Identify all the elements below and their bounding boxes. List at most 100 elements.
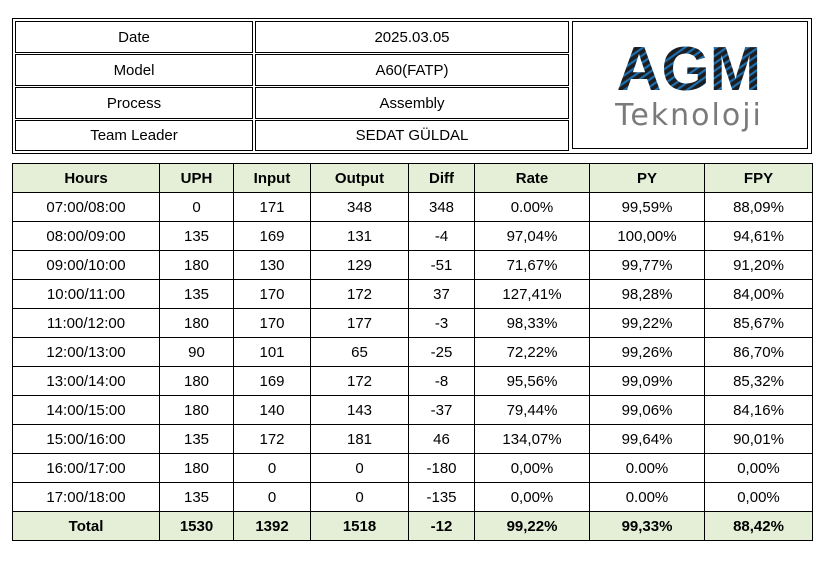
cell-rate: 134,07%	[474, 424, 590, 454]
cell-fpy: 86,70%	[704, 337, 813, 367]
cell-rate: 97,04%	[474, 221, 590, 251]
cell-output: 131	[310, 221, 409, 251]
cell-hours: 09:00/10:00	[12, 250, 160, 280]
cell-hours: 17:00/18:00	[12, 482, 160, 512]
cell-hours: 13:00/14:00	[12, 366, 160, 396]
cell-diff: 37	[408, 279, 475, 309]
cell-fpy: 91,20%	[704, 250, 813, 280]
column-header-output: Output	[310, 163, 409, 193]
company-logo-box: AGM Teknoloji	[572, 21, 808, 149]
cell-uph: 135	[159, 482, 234, 512]
cell-rate: 72,22%	[474, 337, 590, 367]
cell-fpy: 85,67%	[704, 308, 813, 338]
cell-uph: 180	[159, 250, 234, 280]
production-info-header: Date 2025.03.05 Model A60(FATP) Process …	[12, 18, 812, 154]
cell-hours: 15:00/16:00	[12, 424, 160, 454]
cell-fpy: 84,16%	[704, 395, 813, 425]
cell-uph: 180	[159, 453, 234, 483]
total-row: Total 1530 1392 1518 -12 99,22% 99,33% 88,42%	[12, 511, 813, 541]
cell-hours: 07:00/08:00	[12, 192, 160, 222]
cell-fpy: 84,00%	[704, 279, 813, 309]
cell-rate: 127,41%	[474, 279, 590, 309]
cell-input: 169	[233, 221, 311, 251]
total-fpy: 88,42%	[704, 511, 813, 541]
table-row: 16:00/17:00 180 0 0 -180 0,00% 0.00% 0,00%	[12, 453, 813, 483]
table-row: 10:00/11:00 135 170 172 37 127,41% 98,28% 84,00…	[12, 279, 813, 309]
total-py: 99,33%	[589, 511, 705, 541]
cell-output: 172	[310, 279, 409, 309]
table-row: 14:00/15:00 180 140 143 -37 79,44% 99,06% 84,16…	[12, 395, 813, 425]
cell-diff: -135	[408, 482, 475, 512]
cell-py: 99,26%	[589, 337, 705, 367]
cell-fpy: 0,00%	[704, 453, 813, 483]
cell-output: 348	[310, 192, 409, 222]
cell-uph: 180	[159, 395, 234, 425]
cell-diff: -51	[408, 250, 475, 280]
cell-fpy: 85,32%	[704, 366, 813, 396]
cell-uph: 135	[159, 279, 234, 309]
logo-mark: AGM	[617, 35, 762, 104]
cell-fpy: 90,01%	[704, 424, 813, 454]
process-label: Process	[15, 87, 253, 119]
total-input: 1392	[233, 511, 311, 541]
cell-diff: -3	[408, 308, 475, 338]
cell-output: 143	[310, 395, 409, 425]
cell-uph: 180	[159, 308, 234, 338]
column-header-uph: UPH	[159, 163, 234, 193]
cell-rate: 0,00%	[474, 482, 590, 512]
table-body: 07:00/08:00 0 171 348 348 0.00% 99,59% 88,09% 08…	[12, 192, 813, 541]
cell-diff: -8	[408, 366, 475, 396]
table-row: 08:00/09:00 135 169 131 -4 97,04% 100,00% 94,61…	[12, 221, 813, 251]
total-output: 1518	[310, 511, 409, 541]
cell-uph: 135	[159, 221, 234, 251]
column-header-rate: Rate	[474, 163, 590, 193]
cell-fpy: 94,61%	[704, 221, 813, 251]
cell-input: 171	[233, 192, 311, 222]
cell-diff: 46	[408, 424, 475, 454]
cell-hours: 16:00/17:00	[12, 453, 160, 483]
cell-hours: 10:00/11:00	[12, 279, 160, 309]
date-value: 2025.03.05	[255, 21, 569, 53]
cell-input: 169	[233, 366, 311, 396]
cell-diff: -4	[408, 221, 475, 251]
cell-py: 99,77%	[589, 250, 705, 280]
model-value: A60(FATP)	[255, 54, 569, 86]
cell-input: 130	[233, 250, 311, 280]
cell-fpy: 0,00%	[704, 482, 813, 512]
cell-output: 65	[310, 337, 409, 367]
cell-input: 140	[233, 395, 311, 425]
total-rate: 99,22%	[474, 511, 590, 541]
cell-py: 0.00%	[589, 453, 705, 483]
cell-py: 99,64%	[589, 424, 705, 454]
cell-rate: 95,56%	[474, 366, 590, 396]
cell-py: 99,09%	[589, 366, 705, 396]
cell-diff: -37	[408, 395, 475, 425]
cell-output: 129	[310, 250, 409, 280]
column-header-fpy: FPY	[704, 163, 813, 193]
total-uph: 1530	[159, 511, 234, 541]
column-header-input: Input	[233, 163, 311, 193]
cell-rate: 98,33%	[474, 308, 590, 338]
cell-hours: 12:00/13:00	[12, 337, 160, 367]
cell-diff: -180	[408, 453, 475, 483]
column-header-py: PY	[589, 163, 705, 193]
cell-uph: 0	[159, 192, 234, 222]
hourly-production-table: Hours UPH Input Output Diff Rate PY FPY 07:00/0…	[12, 163, 813, 541]
column-header-hours: Hours	[12, 163, 160, 193]
table-row: 07:00/08:00 0 171 348 348 0.00% 99,59% 88,09%	[12, 192, 813, 222]
team-leader-label: Team Leader	[15, 120, 253, 151]
cell-py: 98,28%	[589, 279, 705, 309]
logo-subtitle: Teknoloji	[614, 98, 763, 133]
table-row: 13:00/14:00 180 169 172 -8 95,56% 99,09% 85,32%	[12, 366, 813, 396]
cell-py: 0.00%	[589, 482, 705, 512]
table-row: 11:00/12:00 180 170 177 -3 98,33% 99,22% 85,67%	[12, 308, 813, 338]
cell-fpy: 88,09%	[704, 192, 813, 222]
total-hours: Total	[12, 511, 160, 541]
table-header-row: Hours UPH Input Output Diff Rate PY FPY	[12, 163, 813, 193]
agm-teknoloji-logo: AGM Teknoloji	[614, 35, 763, 133]
process-value: Assembly	[255, 87, 569, 119]
cell-output: 0	[310, 453, 409, 483]
cell-hours: 08:00/09:00	[12, 221, 160, 251]
table-row: 17:00/18:00 135 0 0 -135 0,00% 0.00% 0,00%	[12, 482, 813, 512]
cell-py: 99,22%	[589, 308, 705, 338]
